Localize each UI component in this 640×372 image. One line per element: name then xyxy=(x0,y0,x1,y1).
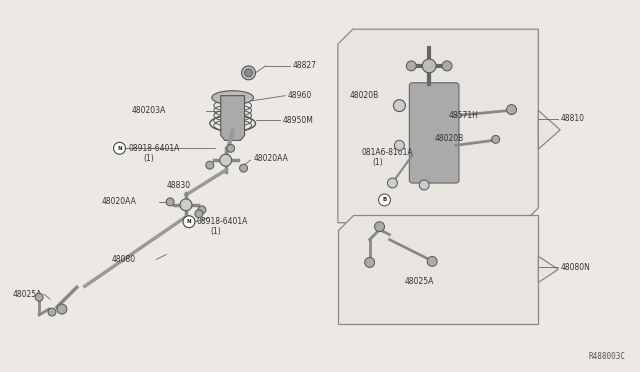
Circle shape xyxy=(378,194,390,206)
Text: N: N xyxy=(187,219,191,224)
Text: 48020B: 48020B xyxy=(350,91,379,100)
Circle shape xyxy=(239,164,248,172)
Circle shape xyxy=(507,105,516,115)
Circle shape xyxy=(394,100,405,112)
Circle shape xyxy=(113,142,125,154)
Circle shape xyxy=(427,256,437,266)
Text: (1): (1) xyxy=(211,227,221,236)
Text: 48571H: 48571H xyxy=(449,111,479,120)
Circle shape xyxy=(244,69,253,77)
Text: 48020B: 48020B xyxy=(434,134,463,143)
Text: (1): (1) xyxy=(143,154,154,163)
Ellipse shape xyxy=(212,91,253,105)
Text: 48025A: 48025A xyxy=(404,277,434,286)
Polygon shape xyxy=(338,29,538,223)
Circle shape xyxy=(48,308,56,316)
Circle shape xyxy=(227,144,235,152)
Circle shape xyxy=(57,304,67,314)
Polygon shape xyxy=(221,96,244,140)
Circle shape xyxy=(195,210,203,218)
Circle shape xyxy=(406,61,416,71)
Polygon shape xyxy=(338,215,538,324)
Text: R488003C: R488003C xyxy=(589,352,626,361)
Circle shape xyxy=(241,66,255,80)
Text: 48020AA: 48020AA xyxy=(253,154,289,163)
Text: N: N xyxy=(117,146,122,151)
Circle shape xyxy=(419,180,429,190)
Circle shape xyxy=(394,140,404,150)
Circle shape xyxy=(422,59,436,73)
Polygon shape xyxy=(538,256,558,282)
Text: 08918-6401A: 08918-6401A xyxy=(129,144,180,153)
Text: 48025A: 48025A xyxy=(12,290,42,299)
Circle shape xyxy=(198,206,206,214)
Text: 480203A: 480203A xyxy=(131,106,166,115)
Circle shape xyxy=(492,135,500,143)
Text: 48827: 48827 xyxy=(292,61,316,70)
Polygon shape xyxy=(538,110,560,149)
Circle shape xyxy=(387,178,397,188)
Text: 48020AA: 48020AA xyxy=(102,198,136,206)
Text: 48810: 48810 xyxy=(560,114,584,123)
Circle shape xyxy=(220,154,232,166)
Text: 081A6-8161A: 081A6-8161A xyxy=(362,148,413,157)
Circle shape xyxy=(35,293,43,301)
Text: (1): (1) xyxy=(372,158,383,167)
Circle shape xyxy=(365,257,374,267)
Text: 08918-6401A: 08918-6401A xyxy=(197,217,248,226)
Text: 48080: 48080 xyxy=(111,255,136,264)
Circle shape xyxy=(374,222,385,232)
Text: 48080N: 48080N xyxy=(560,263,590,272)
Text: 48960: 48960 xyxy=(287,91,312,100)
Circle shape xyxy=(180,199,192,211)
Text: 48830: 48830 xyxy=(166,180,190,189)
Circle shape xyxy=(183,216,195,228)
Circle shape xyxy=(442,61,452,71)
Text: 48950M: 48950M xyxy=(282,116,313,125)
Circle shape xyxy=(206,161,214,169)
Text: B: B xyxy=(382,198,387,202)
FancyBboxPatch shape xyxy=(410,83,459,183)
Circle shape xyxy=(166,198,174,206)
